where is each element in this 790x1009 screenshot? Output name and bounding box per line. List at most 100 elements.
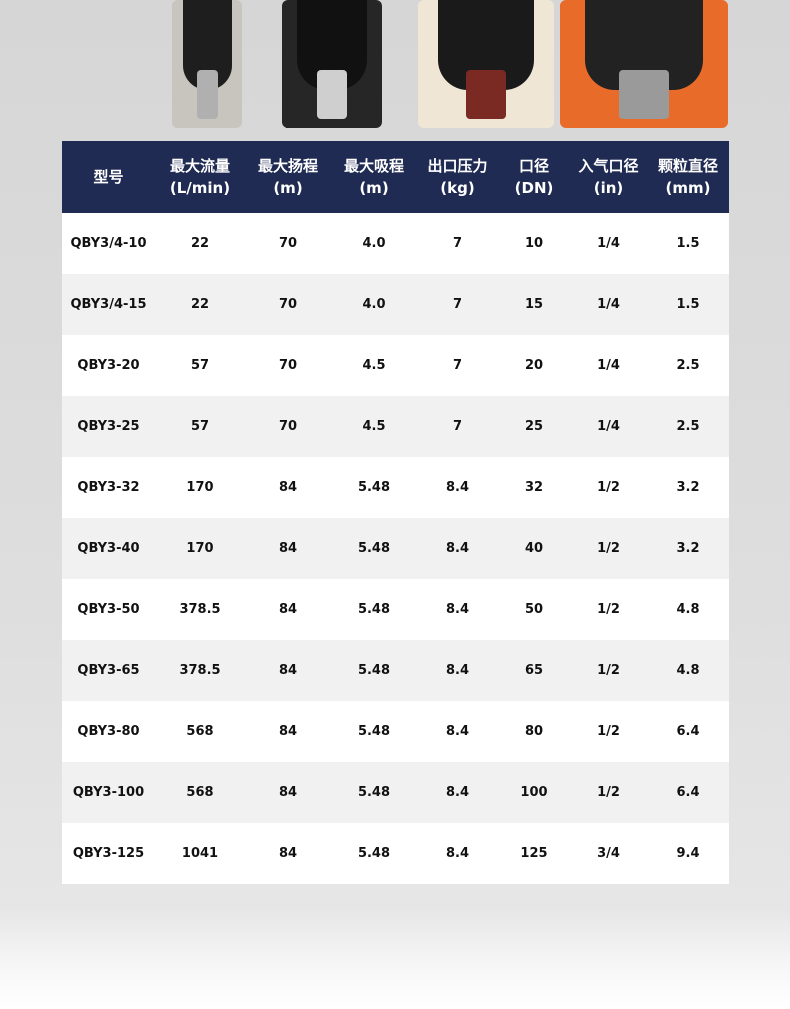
table-cell: QBY3-50 bbox=[62, 579, 155, 640]
table-cell: 7 bbox=[417, 396, 498, 457]
table-cell: 70 bbox=[245, 335, 331, 396]
table-cell: 7 bbox=[417, 213, 498, 274]
header-label: 口径 bbox=[518, 157, 549, 175]
header-unit: (kg) bbox=[440, 179, 475, 197]
table-cell: QBY3/4-10 bbox=[62, 213, 155, 274]
header-label: 最大扬程 bbox=[257, 157, 318, 175]
table-cell: 568 bbox=[155, 701, 245, 762]
column-header: 最大扬程 (m) bbox=[245, 141, 331, 213]
table-cell: QBY3-125 bbox=[62, 823, 155, 884]
table-cell: 8.4 bbox=[417, 518, 498, 579]
table-cell: 5.48 bbox=[331, 579, 417, 640]
table-cell: 84 bbox=[245, 579, 331, 640]
table-cell: 4.8 bbox=[647, 640, 729, 701]
table-cell: 3.2 bbox=[647, 518, 729, 579]
table-cell: 1/4 bbox=[570, 274, 647, 335]
header-unit: (in) bbox=[593, 179, 624, 197]
table-cell: 1/2 bbox=[570, 701, 647, 762]
table-row: QBY3-65 378.5 84 5.48 8.4 65 1/2 4.8 bbox=[62, 640, 729, 701]
header-unit: (m) bbox=[273, 179, 303, 197]
table-row: QBY3-20 57 70 4.5 7 20 1/4 2.5 bbox=[62, 335, 729, 396]
header-label: 型号 bbox=[93, 168, 124, 186]
table-cell: 170 bbox=[155, 518, 245, 579]
table-cell: 9.4 bbox=[647, 823, 729, 884]
header-label: 最大吸程 bbox=[343, 157, 404, 175]
table-cell: 8.4 bbox=[417, 701, 498, 762]
table-cell: QBY3-40 bbox=[62, 518, 155, 579]
table-cell: 4.0 bbox=[331, 213, 417, 274]
header-label: 颗粒直径 bbox=[657, 157, 718, 175]
column-header: 最大流量 (L/min) bbox=[155, 141, 245, 213]
table-cell: 8.4 bbox=[417, 640, 498, 701]
table-cell: 378.5 bbox=[155, 640, 245, 701]
table-row: QBY3/4-10 22 70 4.0 7 10 1/4 1.5 bbox=[62, 213, 729, 274]
spec-table: 型号 最大流量 (L/min) 最大扬程 (m) 最大吸程 (m) 出口压力 (kg) 口径 (DN… bbox=[62, 141, 729, 884]
table-cell: 84 bbox=[245, 457, 331, 518]
table-cell: 15 bbox=[498, 274, 570, 335]
table-cell: 8.4 bbox=[417, 762, 498, 823]
table-cell: QBY3-100 bbox=[62, 762, 155, 823]
table-cell: 84 bbox=[245, 640, 331, 701]
table-cell: 1/4 bbox=[570, 213, 647, 274]
table-cell: 1041 bbox=[155, 823, 245, 884]
table-cell: 6.4 bbox=[647, 701, 729, 762]
header-label: 最大流量 bbox=[169, 157, 230, 175]
table-cell: 22 bbox=[155, 213, 245, 274]
header-label: 出口压力 bbox=[427, 157, 488, 175]
table-cell: 8.4 bbox=[417, 823, 498, 884]
table-cell: 84 bbox=[245, 701, 331, 762]
table-cell: QBY3/4-15 bbox=[62, 274, 155, 335]
table-cell: 1/4 bbox=[570, 396, 647, 457]
table-cell: 5.48 bbox=[331, 640, 417, 701]
table-cell: 125 bbox=[498, 823, 570, 884]
column-header: 最大吸程 (m) bbox=[331, 141, 417, 213]
table-cell: 8.4 bbox=[417, 457, 498, 518]
table-cell: 70 bbox=[245, 213, 331, 274]
table-cell: 10 bbox=[498, 213, 570, 274]
table-cell: 70 bbox=[245, 274, 331, 335]
column-header: 型号 bbox=[62, 141, 155, 213]
column-header: 出口压力 (kg) bbox=[417, 141, 498, 213]
table-cell: 8.4 bbox=[417, 579, 498, 640]
table-cell: 1.5 bbox=[647, 274, 729, 335]
table-cell: 378.5 bbox=[155, 579, 245, 640]
table-cell: 20 bbox=[498, 335, 570, 396]
stainless-pump-image bbox=[172, 0, 242, 128]
table-cell: 3.2 bbox=[647, 457, 729, 518]
table-cell: QBY3-32 bbox=[62, 457, 155, 518]
table-cell: 40 bbox=[498, 518, 570, 579]
header-unit: (DN) bbox=[514, 179, 554, 197]
table-cell: 7 bbox=[417, 274, 498, 335]
table-cell: 57 bbox=[155, 396, 245, 457]
table-row: QBY3-80 568 84 5.48 8.4 80 1/2 6.4 bbox=[62, 701, 729, 762]
polypropylene-pump-image bbox=[418, 0, 554, 128]
table-cell: QBY3-65 bbox=[62, 640, 155, 701]
table-cell: 4.5 bbox=[331, 396, 417, 457]
table-cell: QBY3-20 bbox=[62, 335, 155, 396]
header-unit: (m) bbox=[359, 179, 389, 197]
table-cell: 1/2 bbox=[570, 762, 647, 823]
table-cell: 4.5 bbox=[331, 335, 417, 396]
header-unit: (mm) bbox=[665, 179, 711, 197]
table-cell: 50 bbox=[498, 579, 570, 640]
header-label: 入气口径 bbox=[578, 157, 639, 175]
table-cell: 5.48 bbox=[331, 762, 417, 823]
table-cell: 5.48 bbox=[331, 518, 417, 579]
table-cell: 7 bbox=[417, 335, 498, 396]
table-cell: 32 bbox=[498, 457, 570, 518]
table-header-row: 型号 最大流量 (L/min) 最大扬程 (m) 最大吸程 (m) 出口压力 (kg) 口径 (DN… bbox=[62, 141, 729, 213]
cast-iron-orange-pump-image bbox=[560, 0, 728, 128]
header-unit: (L/min) bbox=[169, 179, 231, 197]
table-cell: 1/2 bbox=[570, 457, 647, 518]
table-cell: 2.5 bbox=[647, 335, 729, 396]
table-cell: 1/2 bbox=[570, 640, 647, 701]
table-row: QBY3-50 378.5 84 5.48 8.4 50 1/2 4.8 bbox=[62, 579, 729, 640]
table-cell: 1/4 bbox=[570, 335, 647, 396]
table-row: QBY3-125 1041 84 5.48 8.4 125 3/4 9.4 bbox=[62, 823, 729, 884]
table-cell: 84 bbox=[245, 762, 331, 823]
table-row: QBY3-32 170 84 5.48 8.4 32 1/2 3.2 bbox=[62, 457, 729, 518]
table-cell: 25 bbox=[498, 396, 570, 457]
table-cell: 2.5 bbox=[647, 396, 729, 457]
table-row: QBY3-40 170 84 5.48 8.4 40 1/2 3.2 bbox=[62, 518, 729, 579]
table-cell: 80 bbox=[498, 701, 570, 762]
